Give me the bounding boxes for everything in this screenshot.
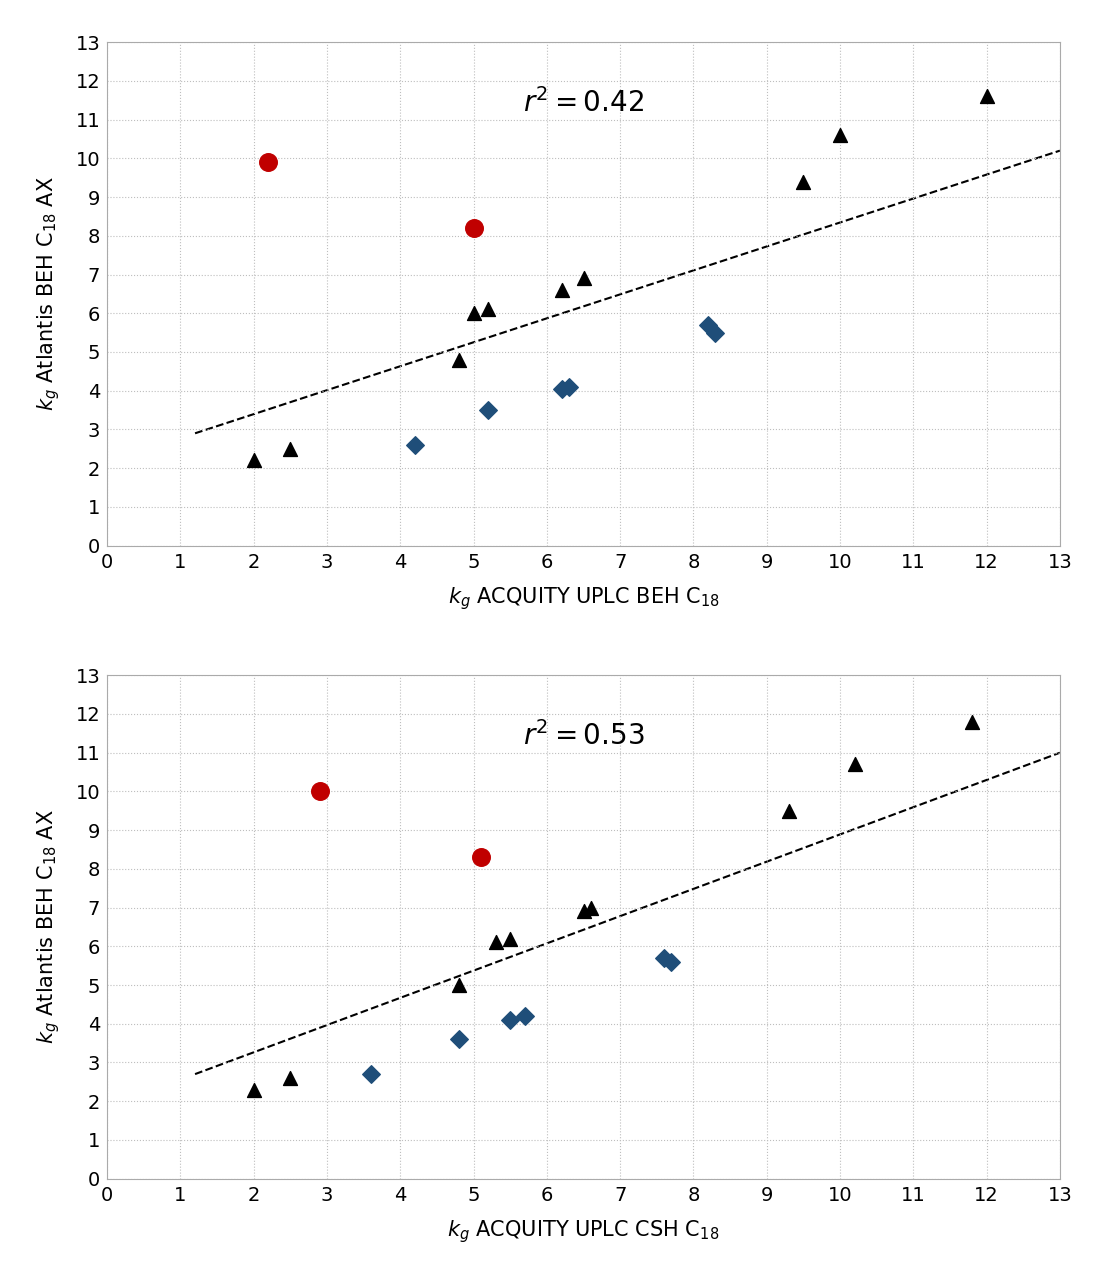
Point <box>501 1010 519 1030</box>
Point <box>575 901 592 922</box>
Point <box>846 754 863 774</box>
Point <box>479 300 497 320</box>
Y-axis label: $k_g$ Atlantis BEH C$_{18}$ AX: $k_g$ Atlantis BEH C$_{18}$ AX <box>34 177 62 411</box>
X-axis label: $k_g$ ACQUITY UPLC CSH C$_{18}$: $k_g$ ACQUITY UPLC CSH C$_{18}$ <box>447 1219 720 1245</box>
Point <box>663 951 681 972</box>
Point <box>479 399 497 420</box>
X-axis label: $k_g$ ACQUITY UPLC BEH C$_{18}$: $k_g$ ACQUITY UPLC BEH C$_{18}$ <box>447 585 720 612</box>
Point <box>795 172 813 192</box>
Point <box>451 975 468 996</box>
Point <box>501 928 519 948</box>
Point <box>700 315 717 335</box>
Point <box>281 439 299 460</box>
Point <box>465 218 483 238</box>
Point <box>311 781 329 801</box>
Text: $r^2 = 0.53$: $r^2 = 0.53$ <box>523 721 644 750</box>
Point <box>406 435 424 456</box>
Point <box>779 800 797 820</box>
Point <box>281 1068 299 1088</box>
Point <box>465 303 483 324</box>
Point <box>487 932 505 952</box>
Point <box>245 1079 262 1100</box>
Point <box>977 86 995 106</box>
Point <box>575 269 592 289</box>
Point <box>516 1006 534 1027</box>
Point <box>560 376 578 397</box>
Point <box>831 125 849 146</box>
Text: $r^2 = 0.42$: $r^2 = 0.42$ <box>523 87 644 118</box>
Point <box>451 349 468 370</box>
Point <box>552 280 570 301</box>
Y-axis label: $k_g$ Atlantis BEH C$_{18}$ AX: $k_g$ Atlantis BEH C$_{18}$ AX <box>34 809 62 1044</box>
Point <box>451 1029 468 1050</box>
Point <box>552 379 570 399</box>
Point <box>362 1064 380 1084</box>
Point <box>259 152 277 173</box>
Point <box>245 451 262 471</box>
Point <box>706 323 724 343</box>
Point <box>963 712 981 732</box>
Point <box>655 947 673 968</box>
Point <box>582 897 600 918</box>
Point <box>472 847 489 868</box>
